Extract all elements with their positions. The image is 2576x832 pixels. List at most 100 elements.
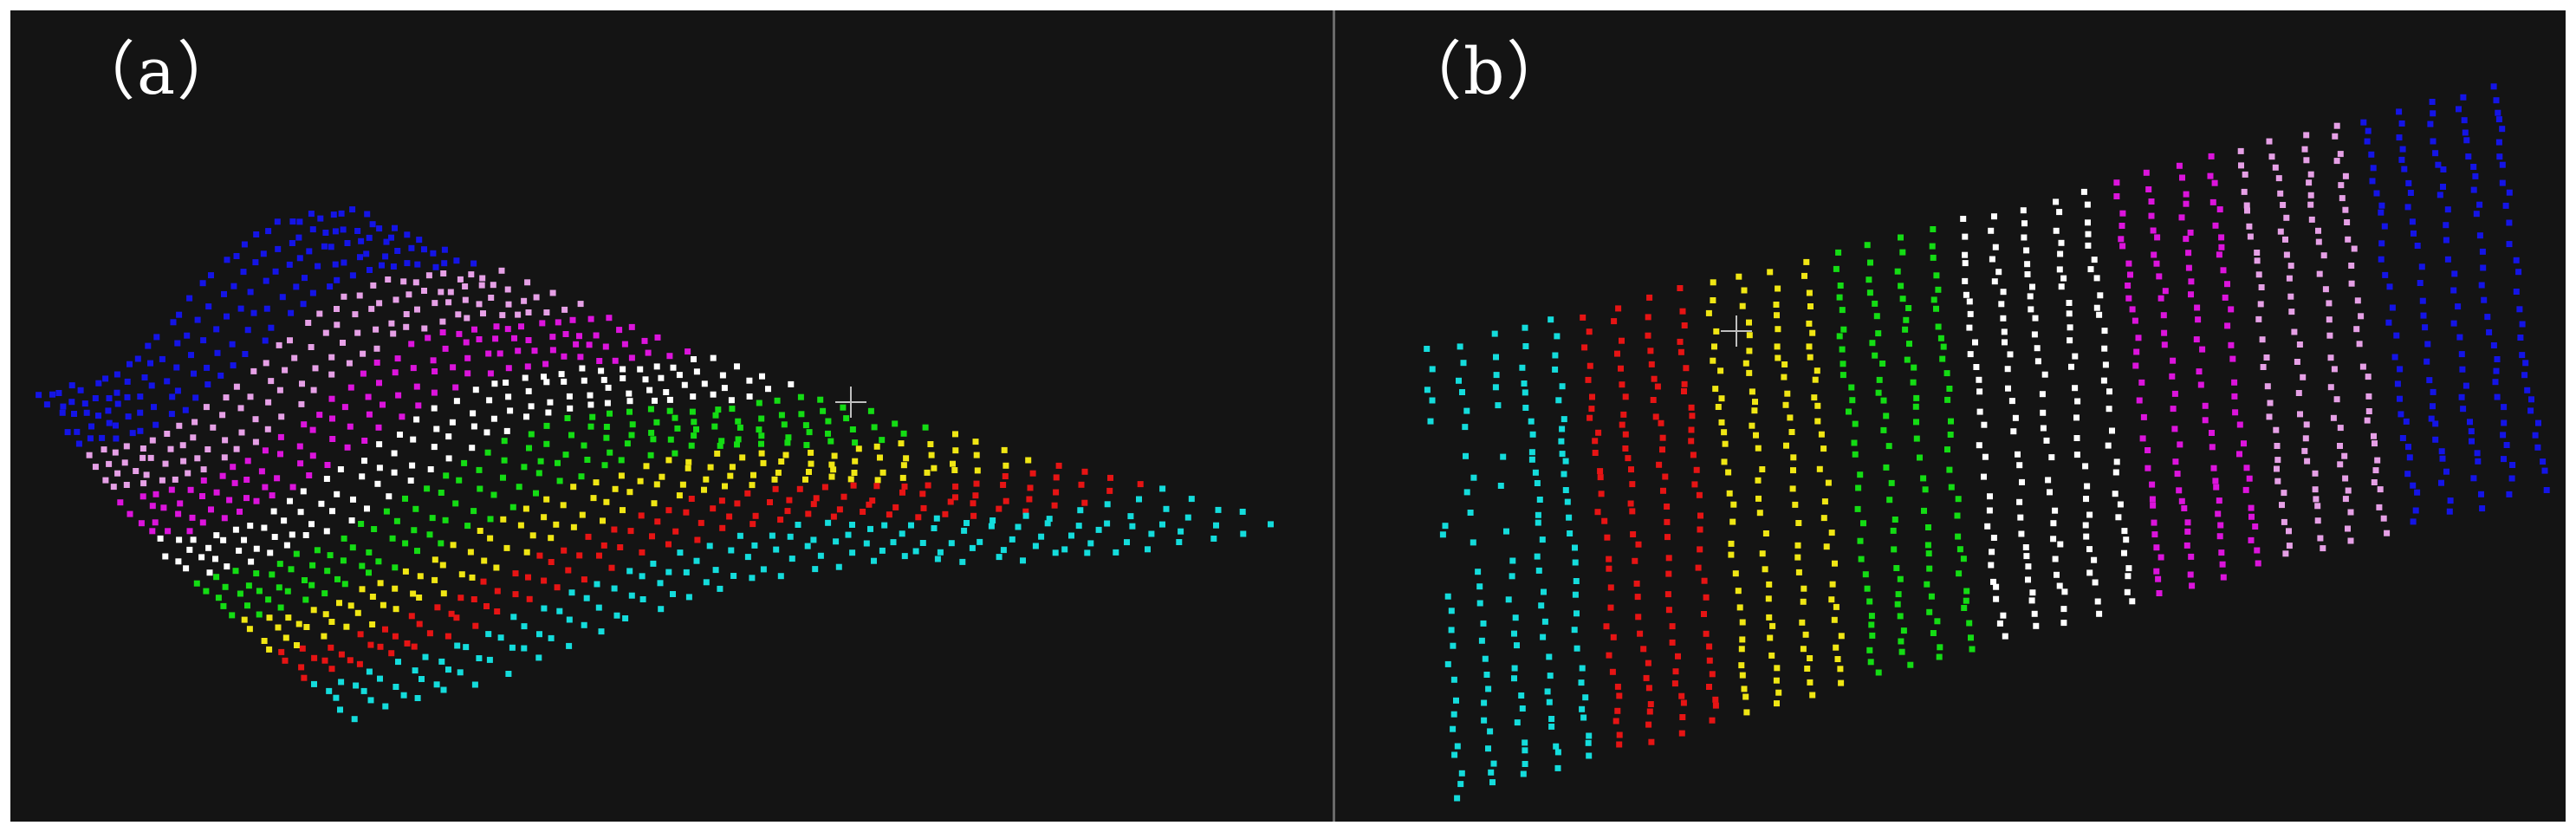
point: [719, 372, 726, 379]
point: [361, 458, 367, 465]
point: [282, 634, 289, 641]
point: [2005, 385, 2011, 392]
point: [666, 353, 673, 360]
point: [641, 337, 648, 344]
point: [2462, 129, 2469, 136]
point: [836, 506, 843, 513]
point-band-7: [278, 462, 1144, 681]
point: [261, 638, 268, 644]
point: [777, 573, 784, 580]
point: [2106, 406, 2112, 413]
point: [494, 608, 501, 614]
point: [1929, 243, 1936, 250]
point: [2410, 482, 2417, 489]
point: [2440, 184, 2446, 190]
point: [1022, 508, 1029, 515]
point: [867, 407, 874, 414]
point: [1582, 694, 1589, 701]
point: [456, 477, 463, 484]
point: [2506, 241, 2513, 248]
point: [2496, 153, 2503, 160]
point: [2333, 122, 2340, 129]
point: [2208, 153, 2215, 159]
point: [143, 471, 150, 478]
point: [2365, 393, 2372, 400]
point: [533, 490, 539, 497]
point: [536, 631, 542, 638]
point: [2313, 496, 2320, 503]
point: [1739, 619, 1746, 626]
point: [1926, 608, 1933, 615]
point: [752, 512, 759, 519]
point: [710, 391, 717, 398]
point: [1709, 717, 1716, 724]
point: [443, 472, 450, 479]
point: [152, 491, 159, 497]
point: [1821, 498, 1828, 505]
point: [452, 500, 459, 507]
point: [1837, 283, 1844, 289]
point: [1607, 584, 1614, 591]
point: [2157, 295, 2164, 302]
point: [488, 295, 495, 301]
point: [1689, 413, 1696, 419]
point: [393, 517, 400, 524]
point: [416, 621, 423, 627]
point: [413, 383, 420, 390]
point: [447, 289, 454, 296]
point: [2118, 236, 2125, 243]
point: [2429, 99, 2436, 105]
point: [1739, 672, 1746, 679]
point: [416, 237, 423, 244]
point: [1078, 481, 1085, 488]
point: [1268, 521, 1274, 528]
point: [191, 419, 198, 426]
point: [431, 576, 438, 583]
point: [1493, 372, 1500, 379]
point: [373, 345, 380, 352]
point: [149, 503, 156, 510]
point: [1522, 761, 1528, 767]
point: [652, 397, 658, 404]
point: [901, 483, 908, 490]
point: [1876, 376, 1883, 383]
point: [951, 467, 958, 473]
point: [64, 429, 71, 436]
point: [2465, 153, 2472, 160]
point-band-8: [2360, 83, 2550, 525]
point: [485, 350, 492, 357]
point: [1476, 583, 1483, 590]
point: [2330, 414, 2337, 421]
point: [1604, 534, 1611, 541]
point: [1903, 316, 1910, 323]
point: [1492, 384, 1499, 391]
point: [1113, 549, 1119, 556]
point: [2342, 206, 2349, 213]
point: [137, 409, 144, 416]
point: [2534, 444, 2541, 451]
point: [2060, 275, 2067, 282]
point: [1869, 632, 1876, 639]
point: [88, 423, 94, 430]
point: [847, 476, 854, 483]
point: [170, 319, 177, 326]
point: [1800, 598, 1807, 605]
point: [593, 332, 600, 339]
point: [2287, 293, 2294, 300]
point: [1645, 332, 1651, 339]
point: [1781, 361, 1788, 367]
point: [665, 569, 672, 575]
point: [1493, 354, 1499, 361]
point: [1921, 507, 1927, 514]
point: [1000, 547, 1007, 554]
point: [608, 564, 615, 571]
point: [2236, 421, 2243, 428]
point: [746, 393, 753, 400]
point: [719, 524, 726, 531]
point: [1935, 323, 1942, 330]
point: [1462, 424, 1469, 431]
point: [871, 424, 878, 431]
point: [1571, 627, 1578, 634]
point: [1749, 422, 1755, 429]
point: [1728, 540, 1735, 547]
